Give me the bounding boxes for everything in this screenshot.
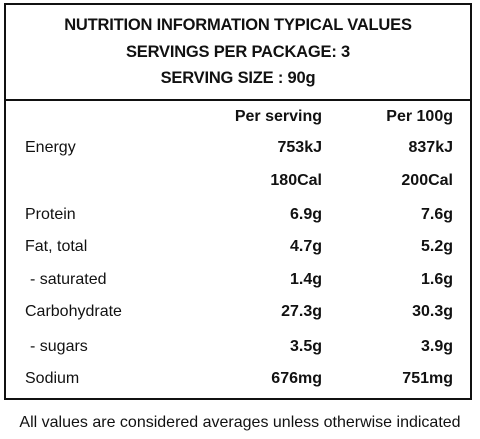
servings-per-package: SERVINGS PER PACKAGE: 3 xyxy=(125,43,350,61)
table-row-saturated: - saturated 1.4g 1.6g xyxy=(6,271,470,295)
per-100g-value: 3.9g xyxy=(420,338,453,355)
per-serving-value: 1.4g xyxy=(289,271,322,288)
row-label: - sugars xyxy=(30,338,88,355)
per-100g-value: 1.6g xyxy=(420,271,453,288)
per-serving-value: 4.7g xyxy=(289,238,322,255)
per-serving-value: 180Cal xyxy=(270,172,322,189)
column-header-per-100g: Per 100g xyxy=(386,108,453,125)
row-label: Carbohydrate xyxy=(25,303,122,320)
nutrition-panel: NUTRITION INFORMATION TYPICAL VALUES SER… xyxy=(4,3,472,400)
row-label: Protein xyxy=(25,206,76,223)
table-row-sugars: - sugars 3.5g 3.9g xyxy=(6,338,470,362)
per-100g-value: 751mg xyxy=(402,370,453,387)
row-label: Sodium xyxy=(25,370,80,387)
per-serving-value: 676mg xyxy=(271,370,322,387)
per-100g-value: 7.6g xyxy=(420,206,453,223)
table-row-fat-total: Fat, total 4.7g 5.2g xyxy=(6,238,470,262)
per-serving-value: 27.3g xyxy=(281,303,322,320)
table-row-carbohydrate: Carbohydrate 27.3g 30.3g xyxy=(6,303,470,327)
table-row-sodium: Sodium 676mg 751mg xyxy=(6,370,470,394)
table-row-energy-kj: Energy 753kJ 837kJ xyxy=(6,139,470,163)
table-row-protein: Protein 6.9g 7.6g xyxy=(6,206,470,230)
header-title: NUTRITION INFORMATION TYPICAL VALUES xyxy=(64,16,412,34)
per-100g-value: 200Cal xyxy=(401,172,453,189)
row-label: Energy xyxy=(25,139,76,156)
nutrition-header: NUTRITION INFORMATION TYPICAL VALUES SER… xyxy=(6,5,470,101)
per-100g-value: 30.3g xyxy=(412,303,453,320)
column-header-per-serving: Per serving xyxy=(234,108,322,125)
per-serving-value: 753kJ xyxy=(277,139,323,156)
per-100g-value: 5.2g xyxy=(420,238,453,255)
per-serving-value: 3.5g xyxy=(289,338,322,355)
row-label: Fat, total xyxy=(25,238,88,255)
serving-size: SERVING SIZE : 90g xyxy=(160,69,316,87)
table-row-energy-cal: 180Cal 200Cal xyxy=(6,172,470,196)
per-100g-value: 837kJ xyxy=(408,139,454,156)
row-label: - saturated xyxy=(30,271,107,288)
footer-note: All values are considered averages unles… xyxy=(19,414,461,431)
per-serving-value: 6.9g xyxy=(289,206,322,223)
